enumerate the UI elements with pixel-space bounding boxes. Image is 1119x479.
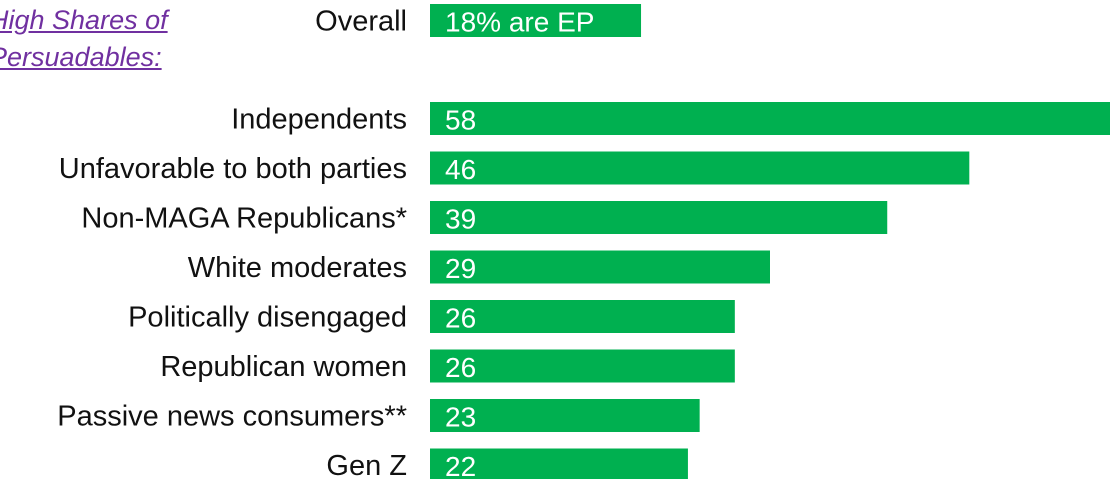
bar-6 (430, 399, 700, 432)
chart-subtitle[interactable]: High Shares of Persuadables: (0, 5, 168, 72)
bar-5 (430, 349, 735, 383)
value-label-5: 26 (445, 352, 476, 383)
bar-3 (430, 250, 770, 284)
bar-0 (430, 102, 1110, 135)
category-label-7: Gen Z (326, 450, 407, 479)
category-label-1: Unfavorable to both parties (59, 153, 407, 185)
value-label-3: 29 (445, 253, 476, 284)
value-label-1: 46 (445, 154, 476, 185)
category-label-5: Republican women (160, 351, 407, 383)
value-label-0: 58 (445, 105, 476, 136)
bar-2 (430, 201, 888, 234)
value-label-2: 39 (445, 204, 476, 235)
overall-category-label: Overall (315, 6, 407, 38)
value-label-4: 26 (445, 303, 476, 334)
bar-1 (430, 151, 970, 185)
category-label-4: Politically disengaged (128, 302, 407, 334)
category-label-2: Non-MAGA Republicans* (81, 203, 407, 235)
bar-7 (430, 448, 688, 479)
overall-value-label: 18% are EP (445, 7, 594, 38)
category-label-6: Passive news consumers** (57, 401, 407, 433)
category-label-0: Independents (231, 104, 407, 136)
category-label-3: White moderates (188, 252, 407, 284)
value-label-6: 23 (445, 402, 476, 433)
value-label-7: 22 (445, 451, 476, 479)
overall-bar (430, 4, 642, 37)
bar-4 (430, 300, 735, 333)
